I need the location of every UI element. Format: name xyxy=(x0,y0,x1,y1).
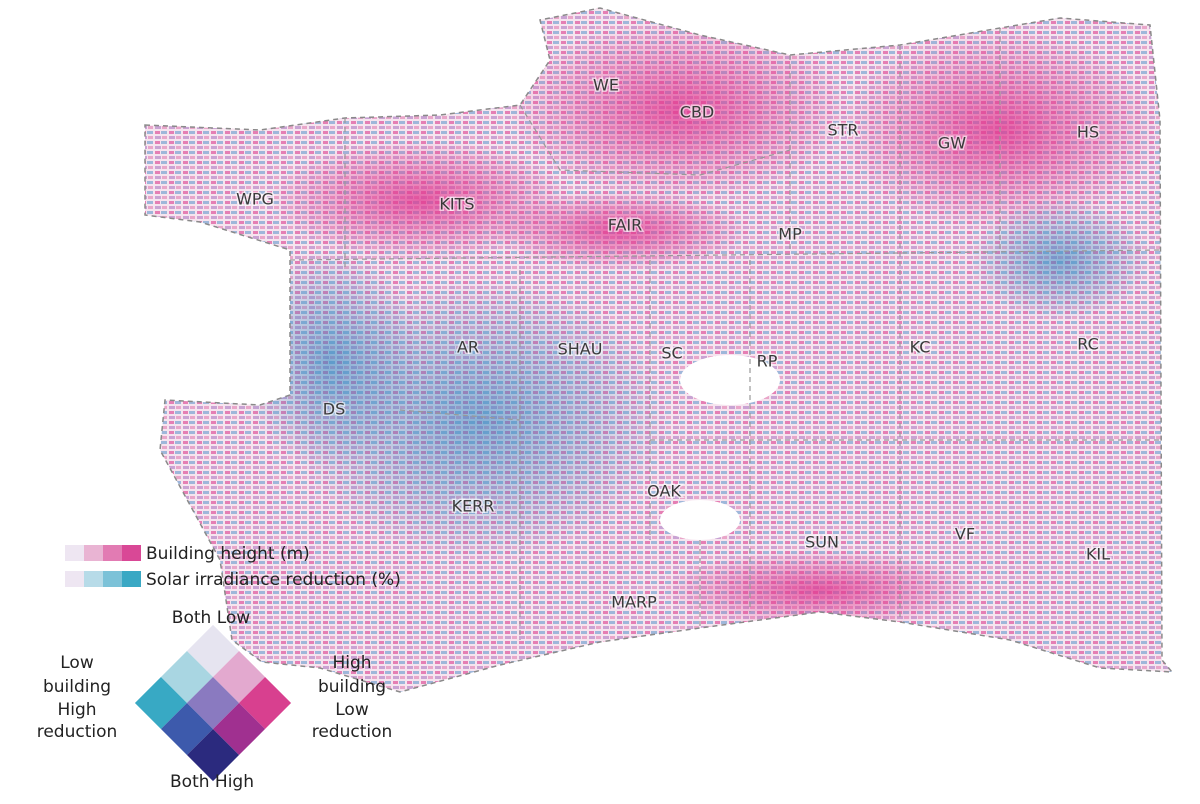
city-boundary xyxy=(144,7,1174,693)
reduction-swatch xyxy=(84,571,103,587)
key-right-label: reduction xyxy=(312,722,393,742)
neighbourhood-label: GW xyxy=(938,134,966,153)
key-left-label: reduction xyxy=(37,722,118,742)
neighbourhood-boundaries xyxy=(289,28,1161,640)
neighbourhood-label: DS xyxy=(323,400,345,419)
key-left-label: building xyxy=(43,677,111,697)
key-right-label: High xyxy=(332,653,371,673)
neighbourhood-label: WE xyxy=(593,76,619,95)
neighbourhood-label: RP xyxy=(757,352,778,371)
neighbourhood-label: SUN xyxy=(805,533,839,552)
neighbourhood-label: AR xyxy=(457,338,479,357)
neighbourhood-label: RC xyxy=(1077,335,1099,354)
neighbourhood-label: MP xyxy=(778,225,802,244)
bivariate-key xyxy=(134,624,292,782)
key-left-label: High xyxy=(57,700,96,720)
legend-label: Building height (m) xyxy=(146,544,310,564)
neighbourhood-label: WPG xyxy=(236,190,274,209)
bivariate-cell xyxy=(134,676,187,730)
bivariate-cell xyxy=(239,676,292,730)
neighbourhood-label: MARP xyxy=(611,593,657,612)
reduction-swatch xyxy=(103,571,122,587)
height-swatch xyxy=(65,545,84,561)
neighbourhood-labels: WE CBD STR GW HS WPG KITS FAIR MP AR SHAU SC RP KC RC D… xyxy=(235,74,1112,613)
reduction-swatch xyxy=(122,571,141,587)
key-right-label: building xyxy=(318,677,386,697)
neighbourhood-label: KITS xyxy=(439,195,474,214)
neighbourhood-label: HS xyxy=(1077,123,1099,142)
neighbourhood-label: SC xyxy=(661,344,682,363)
neighbourhood-label: KERR xyxy=(452,497,495,516)
city-blocks xyxy=(145,8,1172,692)
key-top-label: Both Low xyxy=(172,608,250,628)
key-right-label: Low xyxy=(335,700,369,720)
neighbourhood-label: KIL xyxy=(1086,545,1110,564)
height-swatch xyxy=(84,545,103,561)
height-swatch xyxy=(103,545,122,561)
height-swatch xyxy=(122,545,141,561)
bivariate-cell xyxy=(186,676,240,730)
neighbourhood-label: OAK xyxy=(647,482,681,501)
neighbourhood-label: KC xyxy=(910,338,931,357)
key-bottom-label: Both High xyxy=(170,772,254,792)
legend-label: Solar irradiance reduction (%) xyxy=(146,570,401,590)
key-left-label: Low xyxy=(60,653,94,673)
neighbourhood-label: STR xyxy=(827,121,858,140)
neighbourhood-label: CBD xyxy=(680,103,714,122)
neighbourhood-label: VF xyxy=(955,525,975,544)
reduction-swatch xyxy=(65,571,84,587)
neighbourhood-label: FAIR xyxy=(608,216,643,235)
neighbourhood-label: SHAU xyxy=(558,340,603,359)
legend: Building height (m) Solar irradiance redu… xyxy=(37,544,401,792)
